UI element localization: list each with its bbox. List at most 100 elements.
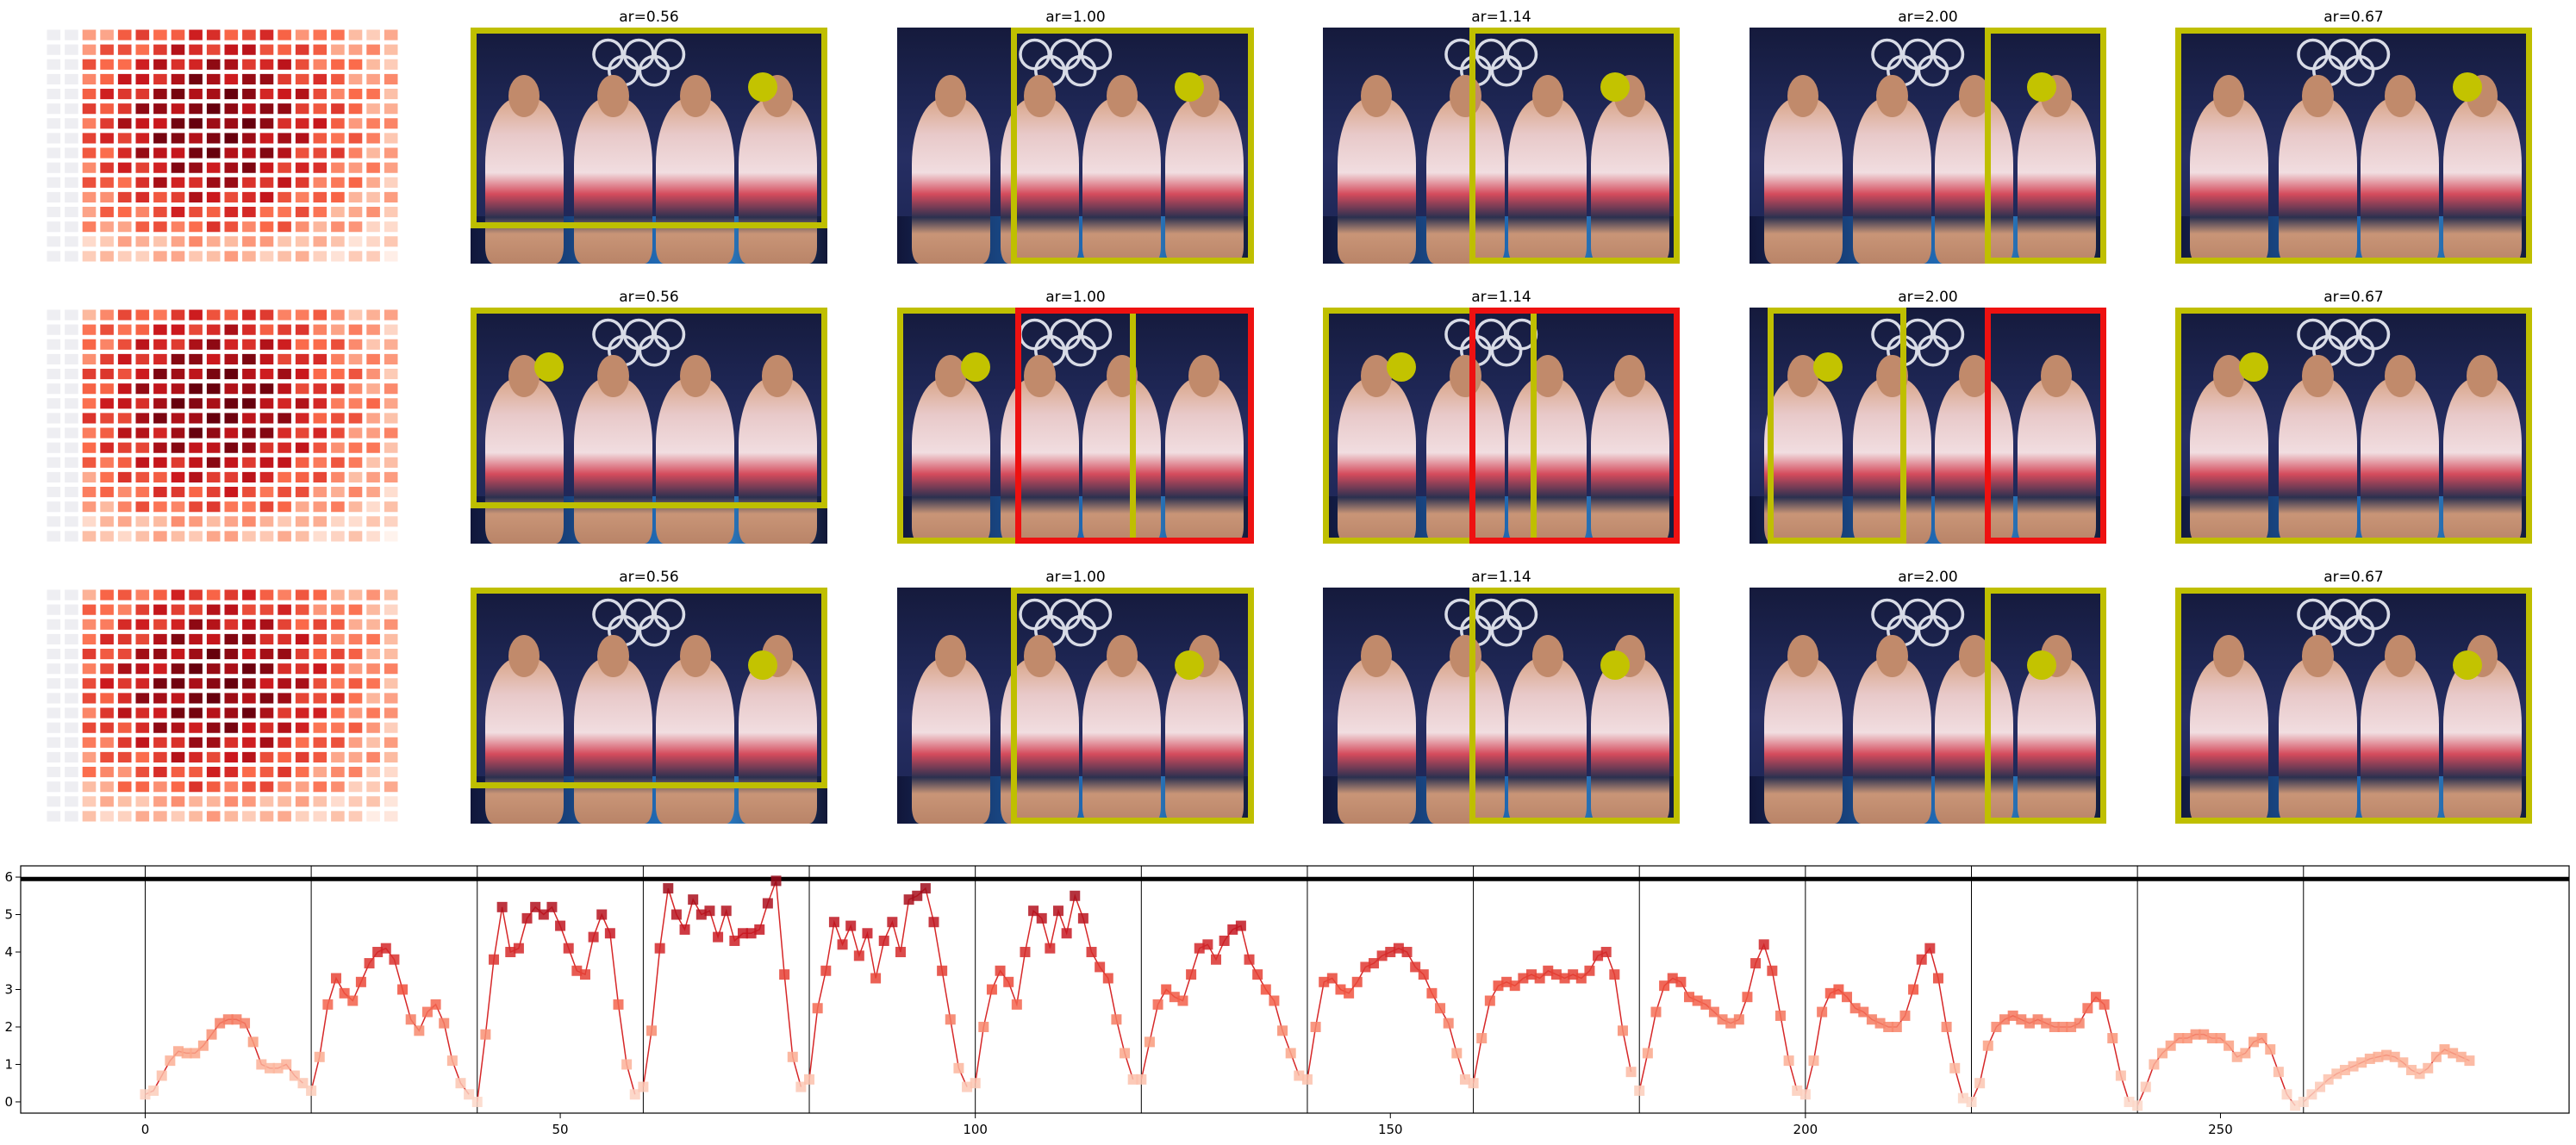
score-marker [1028,905,1039,917]
heatmap-cell [189,604,203,615]
heatmap-cell [100,442,114,453]
face-marker [2027,650,2057,681]
face-marker [1175,650,1205,681]
heatmap-cell [117,487,132,498]
heatmap-cell [117,369,132,380]
athlete-head [1531,74,1564,118]
heatmap-cell [135,707,150,719]
heatmap-cell [366,663,380,675]
heatmap-cell [189,722,203,733]
heatmap-cell [171,162,185,173]
heatmap-cell [278,693,291,704]
heatmap-cell [348,383,363,395]
y-tick-label: 5 [4,907,13,923]
crop-panel: ar=2.00 [1750,9,2106,264]
crop-panel: ar=0.56 [471,9,827,264]
score-marker [165,1055,176,1067]
heatmap-cell [242,191,256,202]
heatmap-cell [135,339,150,350]
heatmap-cell [153,29,167,40]
heatmap-cell [259,103,274,115]
heatmap-cell [366,781,380,793]
heatmap-cell [384,442,398,453]
crop-box-yellow [471,308,827,508]
heatmap-cell [259,737,274,748]
heatmap-cell [153,781,167,793]
heatmap-cell [153,118,167,129]
heatmap-cell [65,427,78,439]
heatmap-cell [224,73,239,84]
score-marker [355,976,366,987]
heatmap-cell [100,191,114,202]
heatmap-cell [189,693,203,704]
heatmap-cell [224,589,239,601]
heatmap-cell [117,236,132,247]
heatmap-cell [278,457,291,468]
heatmap-cell [224,29,239,40]
score-marker [1941,1021,1952,1032]
heatmap-cell [47,353,61,364]
heatmap-cell [135,501,150,513]
heatmap-cell [189,103,203,115]
athlete-figure [1935,658,2014,824]
score-marker [1725,1017,1737,1029]
heatmap-cell [82,767,97,778]
heatmap-cell [366,177,380,188]
score-marker [1369,958,1380,969]
heatmap-cell [384,649,398,660]
score-marker [331,973,342,984]
score-marker [2423,1062,2434,1073]
heatmap-cell [153,737,167,748]
score-marker [1102,973,1113,984]
heatmap-cell [224,413,239,424]
heatmap-cell [171,133,185,144]
aspect-ratio-title: ar=1.00 [1045,9,1106,26]
heatmap-cell [278,604,291,615]
score-marker [1568,969,1579,980]
score-marker [1351,976,1363,987]
heatmap-cell [189,663,203,675]
heatmap-cell [206,516,221,527]
heatmap-cell [313,678,327,689]
heatmap-cell [295,693,309,704]
heatmap-cell [278,663,291,675]
heatmap-cell [65,207,78,218]
heatmap-cell [65,737,78,748]
heatmap-cell [135,531,150,542]
heatmap-cell [295,457,309,468]
score-marker [1783,1055,1794,1067]
heatmap-cell [47,369,61,380]
score-line-chart: 0 50 100 150 200 250 0 1 2 3 4 5 6 [4,865,2570,1137]
heatmap-cell [171,487,185,498]
heatmap-cell [224,693,239,704]
heatmap-cell [242,162,256,173]
heatmap-cell [384,427,398,439]
heatmap-cell [242,133,256,144]
score-marker [713,931,724,943]
score-marker [1966,1096,1977,1107]
heatmap-cell [366,103,380,115]
heatmap-cell [384,44,398,55]
heatmap-cell [331,781,345,793]
heatmap-cell [135,191,150,202]
score-marker [405,1014,416,1025]
heatmap-cell [82,781,97,793]
heatmap-cell [100,147,114,159]
heatmap-cell [189,619,203,630]
score-marker [1750,958,1762,969]
heatmap-cell [100,604,114,615]
heatmap-cell [224,309,239,320]
heatmap-cell [242,353,256,364]
heatmap-cell [47,427,61,439]
crop-box-yellow [1985,28,2106,264]
heatmap-cell [259,353,274,364]
score-marker [489,954,500,965]
heatmap-cell [313,369,327,380]
heatmap-cell [242,118,256,129]
score-marker [1799,1089,1811,1100]
heatmap-cell [65,663,78,675]
score-marker [1120,1048,1131,1059]
team-photo [1323,28,1680,264]
heatmap-cell [384,811,398,822]
heatmap-cell [348,398,363,409]
